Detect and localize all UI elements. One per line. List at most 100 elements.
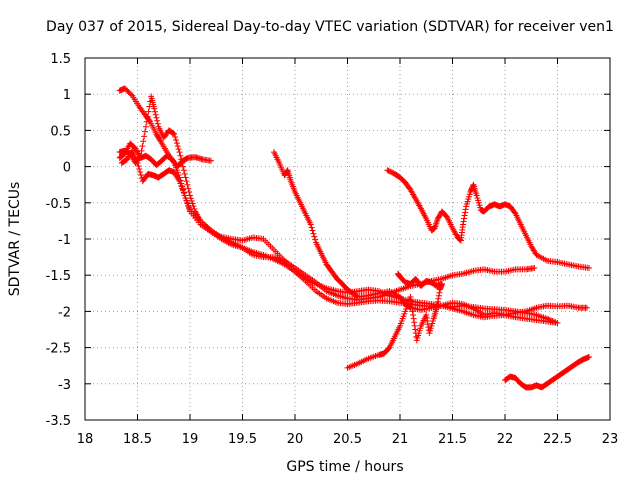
data-point	[180, 167, 187, 174]
data-point	[433, 304, 440, 311]
data-point	[312, 236, 319, 243]
data-point	[435, 292, 442, 299]
data-point	[423, 315, 430, 322]
data-point	[307, 221, 314, 228]
data-point	[135, 162, 142, 169]
grid-lines	[85, 58, 610, 420]
data-point	[188, 197, 195, 204]
data-point	[408, 297, 415, 304]
data-point	[173, 137, 179, 144]
data-point	[407, 293, 414, 300]
data-point	[142, 123, 149, 130]
x-axis-ticks: 18 18.5 19 19.5 20 20.5 21 21.5 22 22.5 23	[77, 58, 619, 447]
data-point	[138, 147, 145, 154]
data-point	[411, 319, 418, 326]
data-point	[185, 185, 192, 192]
data-point	[309, 227, 316, 234]
data-point	[409, 308, 416, 315]
data-points	[116, 85, 592, 391]
data-point	[186, 188, 193, 195]
data-point	[151, 105, 158, 112]
y-tick-label: 1	[63, 88, 71, 103]
x-tick-label: 18.5	[123, 432, 152, 447]
data-point	[176, 149, 183, 156]
data-point	[144, 113, 151, 120]
data-point	[462, 209, 469, 216]
data-point	[208, 157, 214, 164]
data-point	[311, 233, 318, 240]
data-point	[191, 205, 198, 212]
x-axis-label: GPS time / hours	[286, 459, 403, 475]
data-point	[181, 170, 188, 177]
data-point	[308, 224, 315, 231]
data-point	[184, 181, 191, 188]
data-point	[462, 206, 469, 213]
x-tick-label: 22.5	[543, 432, 572, 447]
data-point	[424, 321, 431, 328]
data-point	[136, 166, 143, 173]
data-point	[174, 143, 181, 150]
y-tick-label: -1.5	[46, 269, 71, 284]
y-tick-label: 0.5	[50, 124, 71, 139]
data-point	[175, 176, 182, 183]
data-point	[408, 301, 415, 308]
x-tick-label: 22	[497, 432, 514, 447]
data-point	[187, 192, 193, 199]
x-tick-label: 20.5	[333, 432, 362, 447]
data-point	[189, 200, 196, 207]
data-point	[156, 137, 163, 144]
data-point	[172, 134, 179, 141]
data-point	[128, 91, 135, 98]
data-point	[409, 304, 416, 311]
data-point	[190, 203, 197, 210]
data-point	[187, 195, 194, 202]
data-point	[410, 315, 417, 322]
data-point	[173, 140, 180, 147]
y-axis-ticks: 1.5 1 0.5 0 -0.5 -1 -1.5 -2 -2.5 -3 -3.5	[46, 52, 610, 429]
y-tick-label: 1.5	[50, 52, 71, 67]
data-point	[424, 318, 431, 325]
y-tick-label: -2.5	[46, 342, 71, 357]
data-point	[411, 322, 418, 329]
x-tick-label: 21	[392, 432, 409, 447]
data-point	[511, 209, 518, 216]
data-point	[138, 172, 144, 179]
data-point	[171, 131, 178, 138]
data-point	[435, 295, 442, 302]
data-point	[141, 133, 148, 140]
data-point	[152, 108, 158, 115]
series-track-e	[271, 149, 561, 326]
data-point	[140, 138, 147, 145]
data-point	[153, 114, 160, 121]
data-point	[177, 152, 184, 159]
data-point	[139, 143, 146, 150]
data-point	[586, 354, 592, 361]
data-point	[182, 174, 189, 181]
data-point	[154, 120, 161, 127]
y-axis-label: SDTVAR / TECUs	[7, 182, 23, 297]
x-tick-label: 19	[182, 432, 199, 447]
data-point	[436, 289, 443, 296]
x-tick-label: 21.5	[438, 432, 467, 447]
data-point	[310, 230, 317, 237]
series-track-b	[116, 93, 538, 303]
y-tick-label: -3	[58, 378, 71, 393]
data-point	[461, 215, 468, 222]
series-track-d	[116, 140, 214, 170]
x-tick-label: 23	[602, 432, 619, 447]
data-point	[586, 264, 592, 271]
y-tick-label: -0.5	[46, 197, 71, 212]
data-point	[434, 298, 441, 305]
data-point	[134, 159, 141, 166]
x-tick-label: 19.5	[228, 432, 257, 447]
data-point	[410, 312, 417, 319]
data-point	[554, 319, 561, 326]
data-point	[460, 218, 467, 225]
data-point	[170, 130, 177, 137]
data-point	[142, 128, 149, 135]
data-point	[175, 146, 182, 153]
data-point	[143, 118, 150, 125]
series-track-f	[384, 167, 592, 271]
y-tick-label: -2	[58, 305, 71, 320]
